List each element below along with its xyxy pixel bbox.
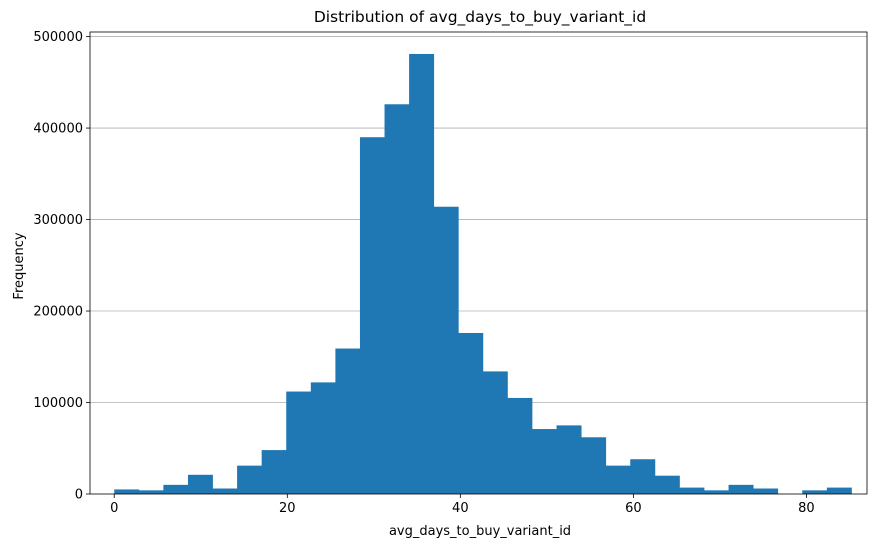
plot-frame: [89, 31, 868, 495]
histogram-bar: [310, 382, 336, 494]
histogram-bar: [703, 490, 729, 494]
x-axis: 0 20 40 60 80: [110, 494, 815, 516]
histogram-bar: [384, 104, 410, 495]
histogram-bar: [556, 425, 582, 494]
x-axis-label: avg_days_to_buy_variant_id: [389, 524, 571, 539]
histogram-bar: [286, 391, 312, 494]
histogram-bar: [212, 488, 238, 494]
x-tick-label: 80: [798, 501, 815, 516]
histogram-bar: [482, 371, 508, 494]
y-tick-label: 100000: [33, 396, 83, 411]
y-axis-label: Frequency: [12, 232, 27, 299]
histogram-bar: [728, 484, 754, 494]
y-tick-label: 400000: [33, 122, 83, 137]
histogram-bar: [753, 488, 779, 494]
x-tick-label: 60: [625, 501, 642, 516]
y-tick-label: 500000: [33, 30, 83, 45]
y-tick-label: 0: [75, 488, 83, 503]
bars: [114, 53, 852, 495]
histogram-bar: [409, 53, 435, 495]
y-tick-label: 300000: [33, 213, 83, 228]
histogram-bar: [114, 489, 140, 494]
histogram-bar: [679, 487, 705, 494]
y-gridlines: [90, 36, 867, 403]
histogram-bar: [458, 332, 484, 494]
x-tick-label: 40: [452, 501, 469, 516]
histogram-bar: [261, 450, 287, 494]
histogram-bar: [581, 437, 607, 494]
histogram-bar: [826, 487, 852, 494]
y-tick-label: 200000: [33, 305, 83, 320]
histogram-bar: [237, 465, 263, 494]
histogram-bar: [605, 465, 631, 494]
histogram-bar: [630, 459, 656, 494]
y-axis: 0 100000 200000 300000 400000 500000: [33, 30, 90, 503]
histogram-bar: [531, 429, 557, 494]
histogram-bar: [433, 206, 459, 494]
histogram-bar: [138, 490, 164, 494]
histogram-bar: [359, 137, 385, 494]
x-tick-label: 20: [279, 501, 296, 516]
chart-title: Distribution of avg_days_to_buy_variant_…: [314, 8, 646, 27]
histogram-bar: [163, 484, 189, 494]
x-tick-label: 0: [110, 501, 118, 516]
histogram-bar: [802, 490, 828, 494]
histogram-bar: [187, 474, 213, 494]
histogram-bar: [654, 475, 680, 494]
histogram-bar: [335, 348, 361, 494]
histogram-bar: [507, 397, 533, 494]
